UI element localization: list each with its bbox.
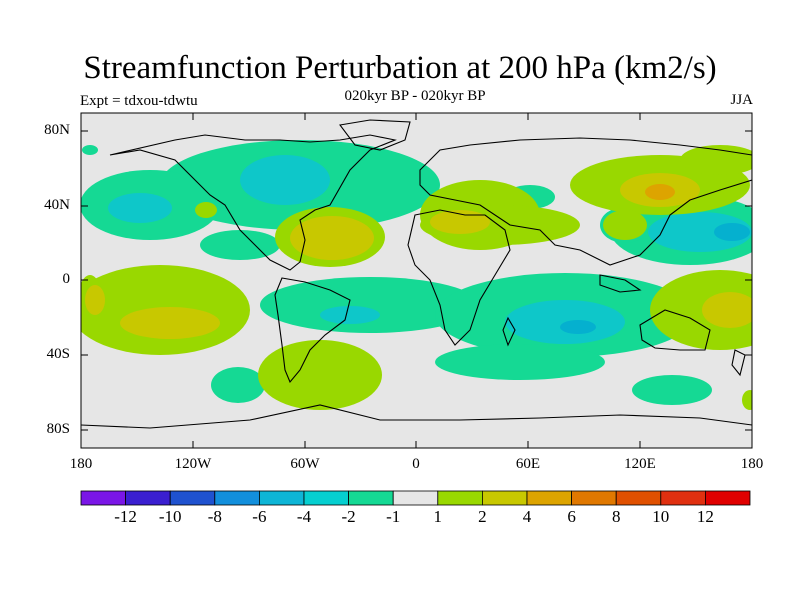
mediterranean-core bbox=[430, 210, 490, 234]
colorbar-swatch bbox=[80, 490, 126, 506]
colorbar-label: -6 bbox=[252, 507, 267, 526]
bering-negative bbox=[82, 145, 98, 155]
colorbar-swatch bbox=[660, 490, 706, 506]
streamfunction-field bbox=[81, 113, 752, 448]
colorbar-label: 2 bbox=[478, 507, 487, 526]
colorbar-swatch bbox=[481, 490, 528, 506]
colorbar-swatch bbox=[125, 490, 171, 506]
indian-ocean-inner-core bbox=[560, 320, 596, 334]
colorbar-label: 6 bbox=[567, 507, 576, 526]
north-america-outline bbox=[109, 134, 397, 271]
colorbar-swatch bbox=[526, 490, 572, 506]
colorbar-label: 12 bbox=[696, 507, 714, 526]
colorbar-swatch bbox=[303, 490, 349, 506]
colorbar-swatch bbox=[705, 490, 751, 506]
new-zealand-outline bbox=[731, 349, 746, 377]
colorbar-label: -12 bbox=[114, 507, 137, 526]
lon-label-0: 0 bbox=[412, 456, 420, 472]
colorbar-swatch bbox=[392, 490, 439, 506]
lat-label-80n: 80N bbox=[44, 122, 70, 138]
west-pacific-inner-core bbox=[714, 223, 750, 241]
greenland-outline bbox=[339, 119, 411, 151]
colorbar-label: -8 bbox=[207, 507, 222, 526]
south-indian-negative bbox=[435, 344, 605, 380]
west-coast-positive bbox=[195, 202, 217, 218]
southern-ocean-negative bbox=[632, 375, 712, 405]
africa-outline bbox=[407, 209, 511, 346]
colorbar-swatch bbox=[571, 490, 617, 506]
lon-label-60w: 60W bbox=[290, 456, 320, 472]
colorbar-swatch bbox=[348, 490, 394, 506]
experiment-label: Expt = tdxou-tdwtu bbox=[80, 93, 198, 109]
coastlines bbox=[81, 119, 752, 429]
south-america-outline bbox=[274, 277, 351, 384]
lat-label-40s: 40S bbox=[46, 346, 70, 362]
colorbar-label: -4 bbox=[296, 507, 312, 526]
axis-ticks bbox=[81, 113, 752, 448]
south-argentina-positive bbox=[258, 340, 382, 410]
west-pacific-core bbox=[648, 212, 752, 252]
china-positive bbox=[603, 210, 647, 240]
lat-label-0: 0 bbox=[62, 271, 71, 287]
colorbar-swatch bbox=[437, 490, 483, 506]
season-label: JJA bbox=[730, 92, 753, 108]
colorbar-swatch bbox=[615, 490, 662, 506]
map-subtitle: 020kyr BP - 020kyr BP bbox=[344, 88, 486, 104]
lon-label-120w: 120W bbox=[174, 456, 212, 472]
canada-core bbox=[240, 155, 330, 205]
australia-outline bbox=[639, 309, 711, 351]
colorbar-label: 1 bbox=[433, 507, 443, 526]
strong-negative-cores bbox=[108, 155, 752, 344]
australia-positive bbox=[650, 270, 752, 350]
south-atlantic-negative bbox=[260, 277, 480, 333]
colorbar-label: 4 bbox=[522, 507, 532, 526]
lon-label-60e: 60E bbox=[515, 456, 541, 472]
colorbar-label: -1 bbox=[386, 507, 401, 526]
colorbar-swatch bbox=[258, 490, 305, 506]
lon-label-180w: 180 bbox=[69, 456, 93, 472]
maritime-continent-outline bbox=[599, 274, 642, 293]
colorbar-label: -2 bbox=[341, 507, 356, 526]
south-pacific-negative bbox=[211, 367, 265, 403]
strong-positive-cores bbox=[645, 184, 675, 200]
tropical-atlantic-negative bbox=[200, 230, 280, 260]
colorbar-swatch bbox=[214, 490, 260, 506]
south-atlantic-core bbox=[320, 306, 380, 324]
madagascar-outline bbox=[502, 316, 516, 347]
colorbar bbox=[80, 490, 751, 506]
lat-label-80s: 80S bbox=[46, 421, 70, 437]
lon-label-120e: 120E bbox=[624, 456, 656, 472]
dateline-positive bbox=[742, 390, 752, 410]
far-east-pacific-core bbox=[85, 285, 105, 315]
colorbar-swatch bbox=[169, 490, 216, 506]
lon-label-180e: 180 bbox=[740, 456, 764, 472]
colorbar-label: 8 bbox=[611, 507, 621, 526]
southeast-pacific-core bbox=[120, 307, 220, 339]
eurasia-outline bbox=[419, 137, 752, 266]
antarctica-outline bbox=[81, 404, 752, 429]
map-title: Streamfunction Perturbation at 200 hPa (… bbox=[83, 50, 717, 86]
siberia-inner-core bbox=[645, 184, 675, 200]
moderate-positive-cores bbox=[85, 173, 752, 339]
lat-label-40n: 40N bbox=[44, 197, 70, 213]
indian-ocean-core bbox=[505, 300, 625, 344]
colorbar-label: -10 bbox=[158, 507, 182, 526]
north-pacific-core bbox=[108, 193, 172, 223]
colorbar-label: 10 bbox=[652, 507, 670, 526]
north-atlantic-core bbox=[290, 216, 374, 260]
australia-core bbox=[702, 292, 752, 328]
